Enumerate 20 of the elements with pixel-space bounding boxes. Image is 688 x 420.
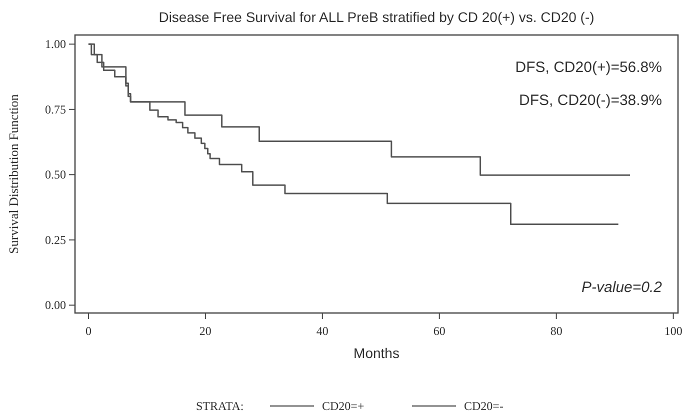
annotation: P-value=0.2	[582, 279, 663, 296]
x-tick-label: 20	[199, 324, 212, 338]
legend-title: STRATA:	[196, 399, 244, 413]
y-axis-title: Survival Distribution Function	[6, 94, 21, 254]
annotation: DFS, CD20(-)=38.9%	[519, 92, 662, 109]
x-axis-title: Months	[354, 345, 400, 361]
y-tick-label: 0.25	[45, 232, 66, 247]
y-tick-label: 1.00	[45, 37, 66, 52]
y-tick-label: 0.00	[45, 298, 66, 312]
legend-label: CD20=-	[464, 399, 504, 413]
x-tick-label: 60	[433, 324, 446, 338]
y-tick-label: 0.75	[45, 102, 66, 116]
annotation: DFS, CD20(+)=56.8%	[515, 59, 662, 76]
x-tick-label: 0	[85, 324, 92, 338]
chart-title: Disease Free Survival for ALL PreB stratified by CD 20(+) vs. CD20 (-)	[158, 9, 594, 25]
x-tick-label: 80	[550, 324, 562, 338]
legend-label: CD20=+	[322, 399, 364, 413]
x-tick-label: 40	[316, 324, 328, 338]
y-tick-label: 0.50	[45, 168, 66, 182]
x-tick-label: 100	[664, 324, 682, 338]
